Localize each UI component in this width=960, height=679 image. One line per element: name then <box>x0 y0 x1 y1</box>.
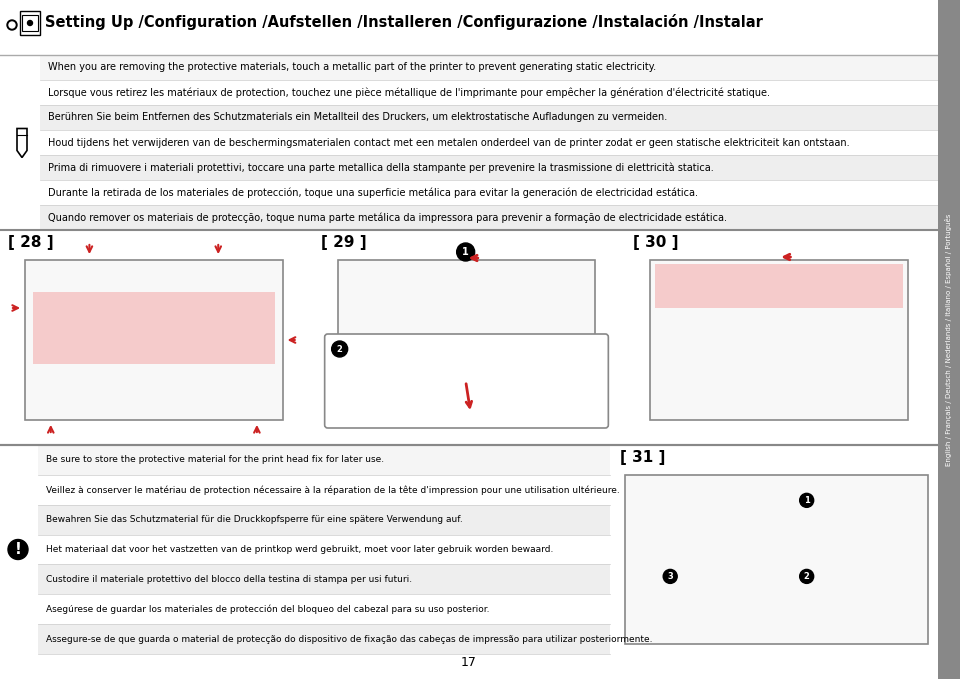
Circle shape <box>800 494 814 507</box>
Text: Lorsque vous retirez les matériaux de protection, touchez une pièce métallique d: Lorsque vous retirez les matériaux de pr… <box>48 87 770 98</box>
Text: Berühren Sie beim Entfernen des Schutzmaterials ein Metallteil des Druckers, um : Berühren Sie beim Entfernen des Schutzma… <box>48 113 667 122</box>
Circle shape <box>7 20 17 30</box>
Circle shape <box>9 22 15 28</box>
Text: Asegúrese de guardar los materiales de protección del bloqueo del cabezal para s: Asegúrese de guardar los materiales de p… <box>46 604 490 614</box>
Text: Quando remover os materiais de protecção, toque numa parte metálica da impressor: Quando remover os materiais de protecção… <box>48 213 727 223</box>
Text: Het materiaal dat voor het vastzetten van de printkop werd gebruikt, moet voor l: Het materiaal dat voor het vastzetten va… <box>46 545 553 554</box>
Text: English / Français / Deutsch / Nederlands / Italiano / Español / Português: English / Français / Deutsch / Nederland… <box>946 213 952 466</box>
Text: Veillez à conserver le matériau de protection nécessaire à la réparation de la t: Veillez à conserver le matériau de prote… <box>46 485 620 494</box>
Text: Be sure to store the protective material for the print head fix for later use.: Be sure to store the protective material… <box>46 456 384 464</box>
Text: When you are removing the protective materials, touch a metallic part of the pri: When you are removing the protective mat… <box>48 62 656 73</box>
Text: [ 31 ]: [ 31 ] <box>620 450 665 465</box>
Bar <box>650 260 908 420</box>
Text: Setting Up /Configuration /Aufstellen /Installeren /Configurazione /Instalación : Setting Up /Configuration /Aufstellen /I… <box>45 14 763 30</box>
Text: Houd tijdens het verwijderen van de beschermingsmaterialen contact met een metal: Houd tijdens het verwijderen van de besc… <box>48 138 850 147</box>
Bar <box>40 130 938 155</box>
Bar <box>38 564 610 594</box>
Circle shape <box>28 20 33 26</box>
Bar <box>40 205 938 230</box>
Circle shape <box>457 243 474 261</box>
Text: [ 30 ]: [ 30 ] <box>634 235 679 250</box>
Text: Bewahren Sie das Schutzmaterial für die Druckkopfsperre für eine spätere Verwend: Bewahren Sie das Schutzmaterial für die … <box>46 515 463 524</box>
Bar <box>33 292 275 364</box>
Text: Custodire il materiale protettivo del blocco della testina di stampa per usi fut: Custodire il materiale protettivo del bl… <box>46 575 412 584</box>
Text: Prima di rimuovere i materiali protettivi, toccare una parte metallica della sta: Prima di rimuovere i materiali protettiv… <box>48 162 713 172</box>
Circle shape <box>8 540 28 559</box>
Text: 2: 2 <box>337 344 343 354</box>
Text: 17: 17 <box>461 656 477 669</box>
Bar <box>38 624 610 654</box>
Bar <box>38 504 610 534</box>
Bar <box>938 0 960 679</box>
Text: Durante la retirada de los materiales de protección, toque una superficie metáli: Durante la retirada de los materiales de… <box>48 187 698 198</box>
Bar <box>0 230 938 445</box>
Bar <box>338 260 595 364</box>
Text: [ 29 ]: [ 29 ] <box>321 235 367 250</box>
Text: Assegure-se de que guarda o material de protecção do dispositivo de fixação das : Assegure-se de que guarda o material de … <box>46 635 653 644</box>
Bar <box>38 534 610 564</box>
Bar <box>38 594 610 624</box>
Bar <box>625 475 928 644</box>
Bar <box>40 180 938 205</box>
Bar <box>22 15 38 31</box>
Circle shape <box>331 341 348 357</box>
Bar <box>38 445 610 475</box>
Bar <box>38 475 610 504</box>
Text: 2: 2 <box>804 572 809 581</box>
Text: !: ! <box>14 542 21 557</box>
Bar <box>25 260 282 420</box>
FancyBboxPatch shape <box>324 334 609 428</box>
Circle shape <box>663 570 677 583</box>
Bar <box>20 11 40 35</box>
Text: 1: 1 <box>463 247 469 257</box>
Text: 1: 1 <box>804 496 809 505</box>
Bar <box>0 0 938 55</box>
Text: [ 28 ]: [ 28 ] <box>8 235 54 250</box>
Bar <box>40 155 938 180</box>
Bar <box>0 445 938 654</box>
Bar <box>40 105 938 130</box>
Bar <box>40 55 938 80</box>
Circle shape <box>800 570 814 583</box>
Bar <box>40 80 938 105</box>
Bar <box>656 264 903 308</box>
Text: 3: 3 <box>667 572 673 581</box>
